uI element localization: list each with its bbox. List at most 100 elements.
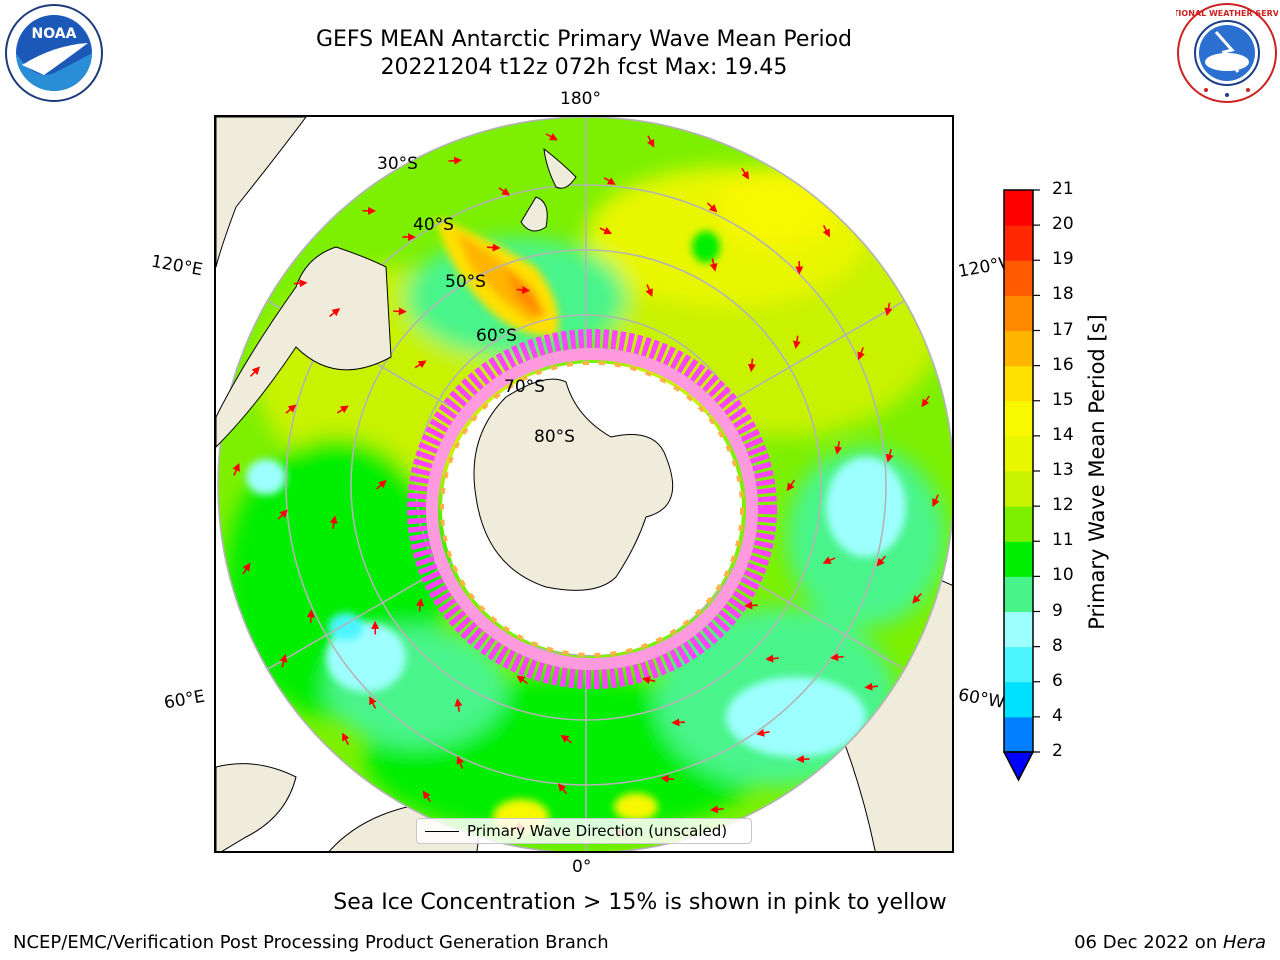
wave-direction-arrow: [857, 347, 865, 361]
colorbar: [1003, 189, 1040, 782]
wave-direction-arrow: [336, 405, 349, 414]
colorbar-cell: [1004, 260, 1033, 296]
wave-direction-arrow: [557, 783, 568, 795]
wave-direction-arrow: [329, 515, 338, 529]
wave-direction-arrow: [293, 279, 308, 288]
wave-direction-arrow: [448, 156, 463, 165]
wave-direction-arrow: [249, 366, 261, 377]
wave-direction-arrow: [498, 187, 511, 196]
colorbar-cell: [1004, 506, 1033, 542]
colorbar-tick-label: 19: [1052, 249, 1074, 270]
colorbar-cells: [1003, 190, 1035, 782]
wave-direction-arrow: [393, 307, 407, 316]
wave-direction-arrow: [329, 308, 341, 318]
meridian-label-60w: 60°W: [956, 685, 1007, 713]
noaa-logo-text: NOAA: [32, 26, 77, 42]
wave-direction-arrow: [456, 755, 464, 769]
colorbar-cell: [1004, 646, 1033, 683]
wave-direction-arrow: [242, 562, 251, 575]
wave-direction-arrow: [822, 556, 836, 564]
footer-date: 06 Dec 2022 on Hera: [1074, 932, 1266, 953]
wave-direction-arrow: [756, 728, 770, 737]
colorbar-cell: [1004, 190, 1033, 226]
wave-direction-arrow: [834, 441, 843, 455]
colorbar-cell: [1004, 295, 1033, 331]
colorbar-cell: [1004, 576, 1033, 612]
map-legend: Primary Wave Direction (unscaled): [416, 818, 752, 844]
lat-label-40s: 40°S: [413, 215, 454, 235]
wave-direction-arrow: [885, 449, 894, 463]
colorbar-tick-label: 18: [1052, 284, 1074, 305]
wave-direction-arrow: [741, 167, 750, 180]
colorbar-tick-label: 15: [1052, 389, 1074, 410]
sea-ice-note: Sea Ice Concentration > 15% is shown in …: [333, 890, 947, 915]
wave-direction-arrow: [285, 404, 297, 414]
meridian-label-120e: 120°E: [149, 251, 205, 281]
meridian-label-60e: 60°E: [162, 686, 207, 714]
colorbar-under-triangle: [1003, 751, 1035, 782]
wave-direction-arrow: [414, 360, 427, 369]
colorbar-cell: [1004, 330, 1033, 367]
colorbar-tick-label: 11: [1052, 530, 1074, 551]
wave-direction-arrow: [709, 805, 724, 814]
wave-direction-arrow: [416, 597, 425, 612]
colorbar-cell: [1004, 225, 1033, 261]
wave-direction-arrow: [545, 133, 558, 141]
wave-direction-arrow: [747, 358, 756, 373]
wave-direction-arrow: [876, 555, 886, 567]
colorbar-tick-label: 8: [1052, 635, 1063, 656]
colorbar-tick-label: 12: [1052, 495, 1074, 516]
land-inner: [216, 147, 577, 448]
wave-direction-arrow: [279, 653, 288, 668]
wave-direction-arrow: [369, 696, 377, 709]
wave-direction-arrow: [454, 698, 463, 712]
colorbar-tick-label: 16: [1052, 354, 1074, 375]
wave-direction-arrow: [822, 224, 831, 238]
legend-line-sample: [425, 831, 459, 832]
lat-label-30s: 30°S: [377, 154, 418, 174]
colorbar-tick-label: 14: [1052, 424, 1074, 445]
lat-label-50s: 50°S: [445, 272, 486, 292]
wave-direction-arrow: [516, 286, 531, 294]
colorbar-tick-label: 13: [1052, 460, 1074, 480]
colorbar-tick-label: 9: [1052, 600, 1063, 621]
wave-direction-arrow: [486, 243, 501, 252]
wave-direction-arrow: [645, 284, 653, 298]
colorbar-tick-label: 2: [1052, 741, 1063, 761]
wave-direction-arrow: [765, 654, 779, 663]
wave-direction-arrow: [786, 479, 796, 492]
noaa-logo: NOAA: [5, 4, 103, 102]
colorbar-cell: [1004, 541, 1033, 577]
wave-direction-arrow: [830, 653, 844, 662]
wave-direction-arrow: [660, 774, 675, 783]
wave-direction-arrow: [560, 734, 573, 744]
footer-producer: NCEP/EMC/Verification Post Processing Pr…: [13, 932, 609, 953]
colorbar-tick-label: 21: [1052, 179, 1074, 199]
colorbar-tick-label: 20: [1052, 214, 1074, 235]
colorbar-cell: [1004, 435, 1033, 472]
lat-label-60s: 60°S: [476, 326, 517, 346]
nws-logo: NATIONAL WEATHER SERVICE: [1176, 3, 1278, 103]
chart-subtitle: 20221204 t12z 072h fcst Max: 19.45: [380, 55, 788, 80]
colorbar-tick-label: 17: [1052, 319, 1074, 340]
colorbar-label: Primary Wave Mean Period [s]: [1085, 314, 1109, 630]
wave-direction-arrow: [422, 790, 432, 803]
wave-direction-arrows: [232, 133, 940, 838]
wave-direction-arrow: [671, 718, 686, 727]
colorbar-cell: [1004, 365, 1033, 402]
antarctica: [473, 378, 674, 591]
wave-direction-arrow: [709, 258, 718, 272]
meridian-label-0: 0°: [572, 857, 592, 877]
wave-direction-arrow: [744, 601, 758, 610]
wave-direction-arrow: [647, 135, 655, 148]
wave-direction-arrow: [342, 732, 350, 746]
wave-direction-arrow: [599, 226, 613, 235]
colorbar-cell: [1004, 400, 1033, 437]
colorbar-cell: [1004, 471, 1033, 507]
footer-machine: Hera: [1222, 932, 1266, 953]
wave-direction-arrow: [277, 509, 288, 520]
colorbar-cell: [1004, 681, 1033, 718]
wave-direction-arrow: [864, 682, 879, 691]
lat-label-80s: 80°S: [534, 427, 575, 447]
